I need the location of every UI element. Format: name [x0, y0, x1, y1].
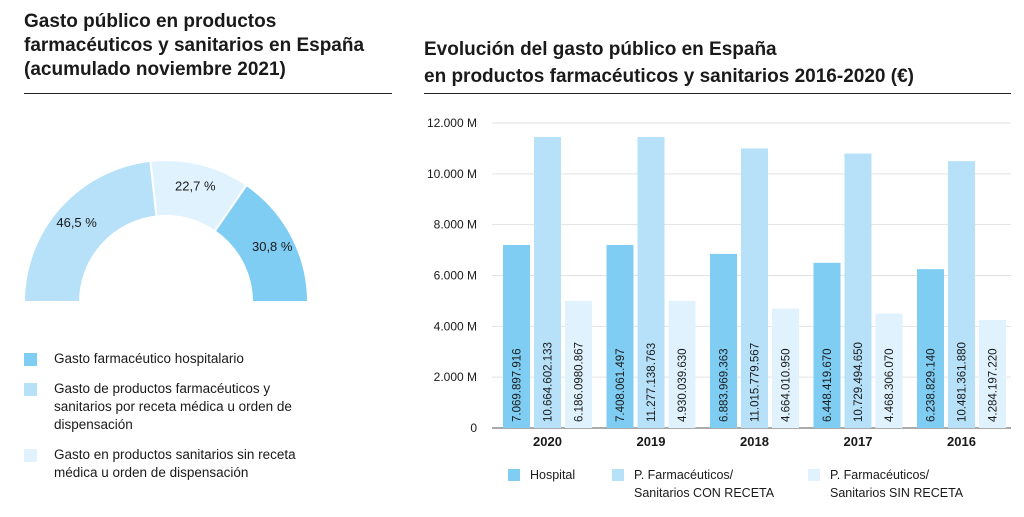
legend-swatch	[24, 449, 37, 462]
donut-slice-label: 22,7 %	[175, 179, 216, 194]
bar-value-label: 10.664.602.133	[543, 342, 555, 422]
bar	[503, 245, 530, 428]
x-category-label: 2018	[740, 434, 769, 449]
bar	[606, 245, 634, 428]
bar-value-label: 11.277.138.763	[646, 343, 658, 422]
legend-swatch	[24, 383, 37, 396]
y-tick-label: 10.000 M	[427, 167, 477, 181]
bar-value-label: 7.408.061.497	[615, 348, 627, 422]
x-category-label: 2017	[844, 434, 873, 449]
donut-legend: Gasto farmacéutico hospitalario Gasto de…	[24, 350, 354, 494]
legend-label: Gasto en productos sanitarios sin receta…	[54, 447, 296, 480]
y-tick-label: 12.000 M	[427, 116, 477, 130]
bar-value-label: 10.481.361.880	[957, 342, 969, 422]
bar-chart-title-line1: Evolución del gasto público en España	[424, 39, 777, 60]
donut-chart-title: Gasto público en productos farmacéuticos…	[24, 11, 365, 80]
y-tick-label: 4.000 M	[434, 319, 477, 333]
bar	[710, 253, 737, 428]
donut-slice-label: 30,8 %	[252, 239, 293, 254]
bar	[844, 153, 872, 428]
bar-value-label: 10.729.494.650	[853, 342, 865, 422]
bar-value-label: 6.186.0980.867	[574, 342, 586, 422]
bar-chart-title: Evolución del gasto público en España en…	[424, 36, 1014, 90]
bar	[565, 300, 592, 428]
bar	[979, 319, 1006, 428]
bar-value-label: 4.930.039.630	[677, 348, 689, 422]
bar	[668, 300, 696, 428]
x-category-label: 2016	[947, 434, 976, 449]
bar-value-label: 4.468.306.070	[884, 348, 896, 422]
bar-value-label: 11.015.779.567	[750, 343, 762, 422]
y-tick-label: 8.000 M	[434, 218, 477, 232]
y-tick-label: 0	[470, 421, 477, 435]
legend-label: Gasto de productos farmacéuticos y sanit…	[54, 381, 292, 432]
bar	[875, 313, 903, 428]
donut-slice-label: 46,5 %	[56, 215, 97, 230]
right-title-divider	[424, 93, 1011, 94]
donut-legend-item-con-receta: Gasto de productos farmacéuticos y sanit…	[24, 380, 329, 434]
bar-value-label: 7.069.897.916	[512, 348, 524, 422]
bar	[534, 136, 561, 428]
y-tick-label: 2.000 M	[434, 370, 477, 384]
bar	[741, 148, 768, 428]
bar-value-label: 4.284.197.220	[988, 348, 1000, 422]
x-category-label: 2019	[637, 434, 666, 449]
bar	[813, 262, 841, 428]
bar	[948, 161, 975, 428]
bar	[772, 308, 799, 428]
bar	[917, 269, 944, 428]
legend-label: Gasto farmacéutico hospitalario	[54, 351, 244, 366]
bar-value-label: 6.238.829.140	[926, 348, 938, 422]
bar	[637, 136, 665, 428]
x-category-label: 2020	[533, 434, 562, 449]
legend-swatch	[24, 353, 37, 366]
donut-slice	[213, 183, 310, 303]
bar-value-label: 4.664.010.950	[781, 348, 793, 422]
donut-legend-item-sin-receta: Gasto en productos sanitarios sin receta…	[24, 446, 334, 482]
donut-legend-item-hospital: Gasto farmacéutico hospitalario	[24, 350, 354, 368]
bar-value-label: 6.883.969.363	[719, 348, 731, 422]
bar-chart-title-line2: en productos farmacéuticos y sanitarios …	[424, 66, 914, 87]
y-tick-label: 6.000 M	[434, 269, 477, 283]
left-title-divider	[24, 93, 392, 94]
bar-value-label: 6.448.419.670	[822, 348, 834, 422]
donut-chart: 46,5 % 22,7 % 30,8 %	[22, 159, 310, 303]
